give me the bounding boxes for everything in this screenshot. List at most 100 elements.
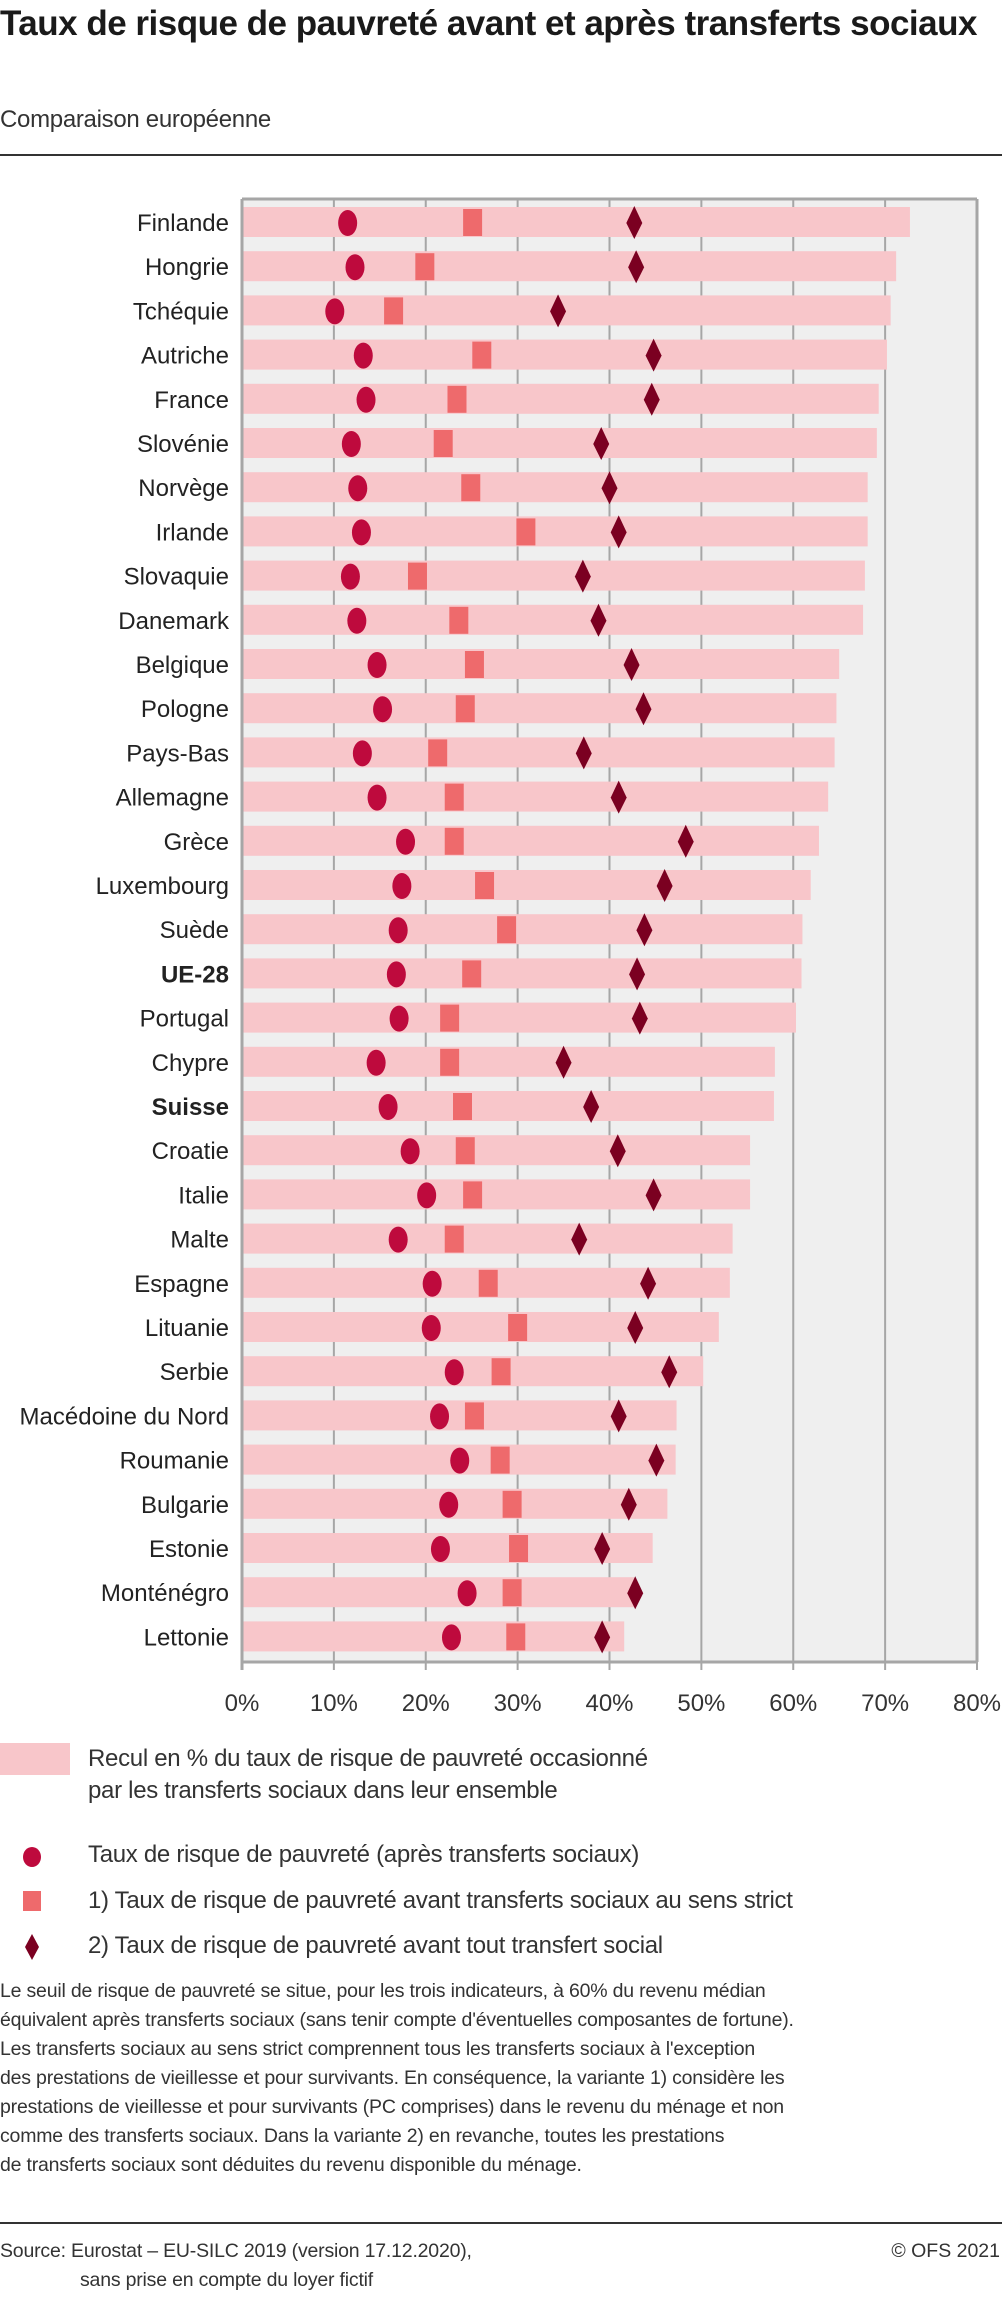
marker-circle [353, 342, 373, 369]
marker-diamond [610, 515, 627, 549]
marker-circle [422, 1270, 442, 1297]
marker-diamond [643, 382, 660, 416]
marker-circle [367, 784, 387, 811]
footnote-line: comme des transferts sociaux. Dans la va… [0, 2125, 725, 2147]
category-label: Espagne [134, 1271, 229, 1298]
category-label: Roumanie [120, 1448, 229, 1475]
marker-square [461, 474, 481, 502]
category-label: Croatie [152, 1138, 229, 1165]
category-label: Allemagne [116, 785, 229, 812]
marker-diamond [626, 206, 643, 239]
category-label: France [154, 387, 229, 414]
marker-square [462, 960, 482, 988]
x-tick-label: 50% [677, 1690, 725, 1717]
marker-circle [341, 431, 361, 457]
bar-recul [243, 825, 819, 856]
marker-square [464, 651, 484, 678]
legend-label: 2) Taux de risque de pauvreté avant tout… [88, 1932, 663, 1959]
marker-circle [388, 917, 408, 944]
marker-square [455, 1137, 475, 1165]
marker-square [472, 341, 492, 369]
category-label: Autriche [141, 343, 229, 370]
marker-circle [351, 519, 371, 546]
category-label: Grèce [164, 829, 229, 856]
circle-marker-icon [23, 1847, 41, 1867]
marker-circle [421, 1315, 441, 1341]
category-label: Norvège [138, 475, 229, 502]
legend-label-line: par les transferts sociaux dans leur ens… [88, 1777, 558, 1804]
marker-circle [367, 652, 387, 678]
marker-diamond [620, 1487, 637, 1521]
x-tick-label: 0% [225, 1690, 260, 1717]
marker-circle [345, 254, 365, 281]
category-label: Estonie [149, 1536, 229, 1563]
marker-circle [325, 298, 345, 325]
marker-circle [340, 563, 360, 590]
category-label: Monténégro [101, 1580, 229, 1607]
bar-recul [243, 1577, 635, 1608]
bar-recul [243, 1223, 733, 1254]
bar-recul [243, 295, 891, 326]
category-label: Suède [160, 917, 229, 944]
footnote-line: prestations de vieillesse et pour surviv… [0, 2096, 784, 2118]
bar-recul [243, 649, 840, 679]
bar-recul [243, 251, 897, 282]
marker-square [449, 606, 469, 634]
marker-diamond [555, 1045, 572, 1079]
marker-square [463, 209, 483, 236]
marker-diamond [628, 250, 645, 284]
bar-recul [243, 604, 864, 635]
category-label: Irlande [156, 519, 229, 546]
marker-diamond [574, 559, 591, 593]
category-label: Lituanie [145, 1315, 229, 1342]
legend-label-line: Recul en % du taux de risque de pauvreté… [88, 1745, 648, 1772]
bar-recul [243, 914, 803, 945]
marker-circle [430, 1536, 450, 1562]
category-label: Slovénie [137, 431, 229, 458]
marker-circle [430, 1403, 450, 1430]
marker-square [447, 385, 467, 413]
marker-square [415, 253, 435, 281]
bar-recul [243, 428, 877, 458]
footnote-line: Le seuil de risque de pauvreté se situe,… [0, 1980, 766, 2002]
marker-circle [386, 961, 406, 988]
category-label: Suisse [152, 1094, 229, 1121]
legend-label: Taux de risque de pauvreté (après transf… [88, 1841, 640, 1868]
marker-diamond [594, 1532, 611, 1565]
marker-diamond [627, 1311, 644, 1344]
marker-circle [417, 1182, 437, 1209]
marker-square [463, 1181, 483, 1209]
legend-bar-swatch [0, 1743, 70, 1775]
marker-circle [457, 1580, 477, 1607]
x-tick-label: 30% [494, 1690, 542, 1717]
category-label: Slovaquie [124, 564, 229, 591]
marker-circle [389, 1005, 409, 1032]
bar-recul [243, 737, 835, 768]
marker-square [440, 1004, 460, 1032]
marker-circle [378, 1094, 398, 1120]
marker-diamond [631, 1001, 648, 1035]
marker-diamond [627, 1576, 644, 1610]
marker-square [464, 1402, 484, 1430]
bar-recul [243, 1091, 774, 1121]
bar-recul [243, 1179, 751, 1210]
marker-diamond [645, 1178, 662, 1212]
legend-item-diamond: 2) Taux de risque de pauvreté avant tout… [0, 1928, 1002, 1968]
marker-circle [348, 475, 368, 502]
source-line: sans prise en compte du loyer fictif [80, 2269, 374, 2291]
marker-square [491, 1358, 511, 1386]
footnote: Le seuil de risque de pauvreté se situe,… [0, 1977, 1000, 2180]
bar-recul [243, 1046, 775, 1077]
marker-circle [356, 386, 376, 413]
marker-diamond [677, 824, 694, 858]
marker-square [453, 1093, 472, 1120]
marker-diamond [575, 736, 592, 770]
marker-circle [347, 607, 367, 634]
bar-recul [243, 1400, 677, 1431]
marker-diamond [623, 648, 640, 681]
category-label: Luxembourg [96, 873, 229, 900]
marker-square [444, 827, 464, 855]
marker-circle [441, 1624, 461, 1651]
bar-recul [243, 870, 811, 900]
marker-diamond [610, 780, 627, 814]
